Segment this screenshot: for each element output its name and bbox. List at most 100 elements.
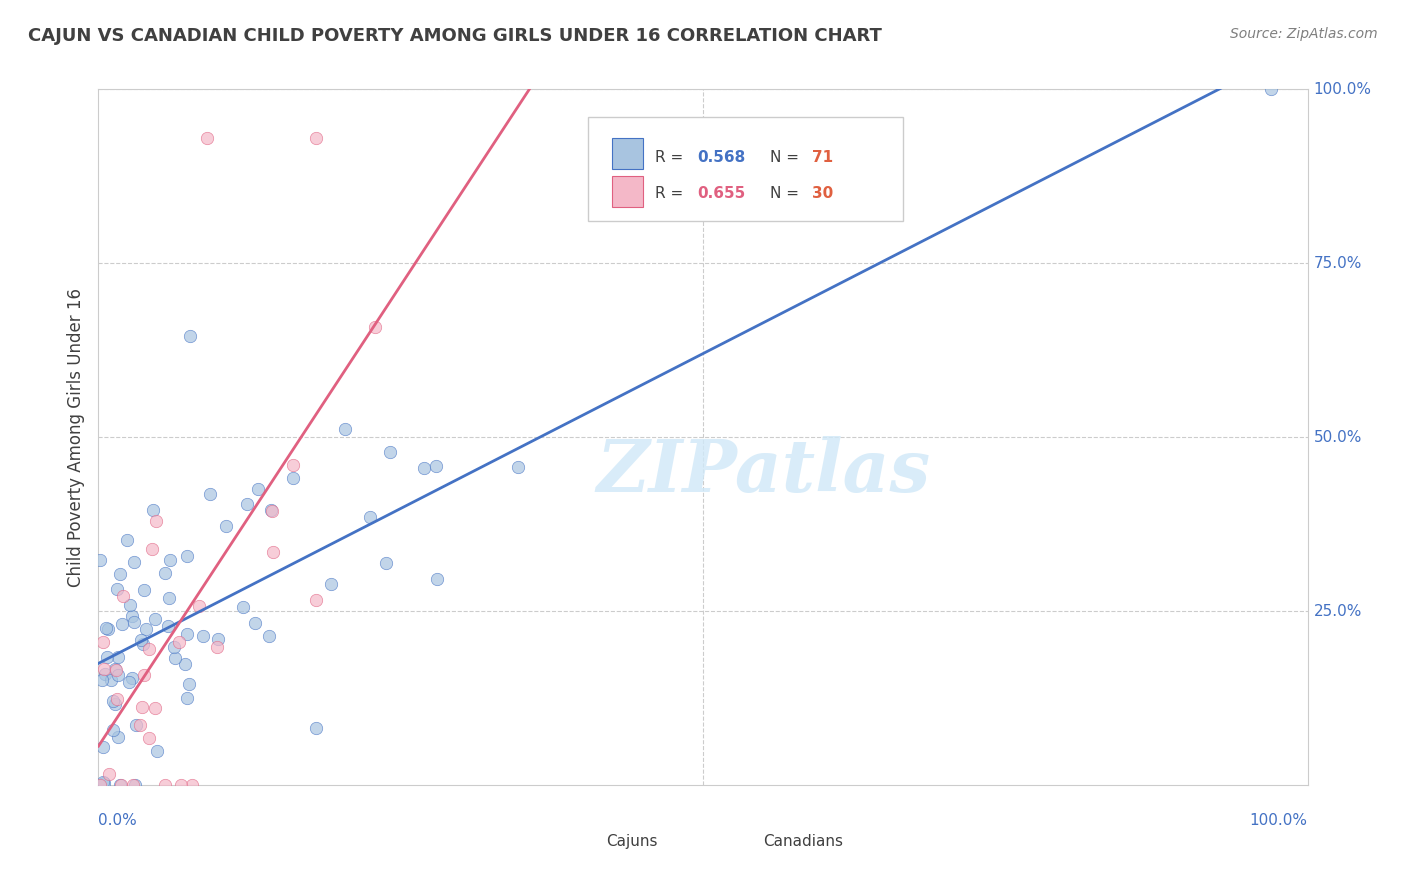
Text: 0.0%: 0.0% xyxy=(98,813,138,828)
Point xyxy=(180,778,202,792)
Text: N =: N = xyxy=(769,186,803,201)
Point xyxy=(118,674,141,689)
Point xyxy=(121,609,143,624)
Point xyxy=(333,422,356,436)
Bar xyxy=(613,138,643,169)
Point xyxy=(281,471,304,485)
Point xyxy=(195,131,218,145)
Point xyxy=(122,555,145,569)
Point xyxy=(167,634,190,648)
Point xyxy=(281,458,304,472)
Point xyxy=(1260,82,1282,96)
Point xyxy=(100,673,122,687)
Point xyxy=(91,775,114,789)
Point xyxy=(157,619,180,633)
Text: 100.0%: 100.0% xyxy=(1250,813,1308,828)
Text: N =: N = xyxy=(769,150,803,165)
Point xyxy=(153,778,176,792)
Point xyxy=(132,583,155,598)
FancyBboxPatch shape xyxy=(588,117,903,221)
Point xyxy=(170,778,193,792)
Point xyxy=(426,572,449,586)
Bar xyxy=(564,809,595,837)
Point xyxy=(188,599,211,614)
Point xyxy=(90,673,112,687)
Point xyxy=(107,731,129,745)
Point xyxy=(262,504,284,518)
Point xyxy=(107,692,129,706)
Point xyxy=(91,740,114,755)
Point xyxy=(104,663,127,677)
Text: 71: 71 xyxy=(811,150,832,165)
Point xyxy=(176,549,198,563)
Point xyxy=(101,694,124,708)
Text: R =: R = xyxy=(655,150,688,165)
Point xyxy=(135,622,157,636)
Text: 50.0%: 50.0% xyxy=(1313,430,1362,444)
Point xyxy=(163,650,186,665)
Point xyxy=(176,690,198,705)
Point xyxy=(97,766,120,780)
Point xyxy=(143,612,166,626)
Point xyxy=(129,632,152,647)
Point xyxy=(257,629,280,643)
Text: R =: R = xyxy=(655,186,688,201)
Text: Cajuns: Cajuns xyxy=(606,834,658,848)
Point xyxy=(236,497,259,511)
Point xyxy=(198,487,221,501)
Point xyxy=(124,778,146,792)
Point xyxy=(425,459,447,474)
Point xyxy=(159,553,181,567)
Point xyxy=(262,545,284,559)
Bar xyxy=(721,809,751,837)
Point xyxy=(121,671,143,685)
Point xyxy=(359,509,381,524)
Point xyxy=(107,667,129,681)
Point xyxy=(141,542,163,557)
Point xyxy=(375,556,398,570)
Point xyxy=(97,622,120,636)
Text: Source: ZipAtlas.com: Source: ZipAtlas.com xyxy=(1230,27,1378,41)
Point xyxy=(378,444,401,458)
Point xyxy=(104,663,127,677)
Point xyxy=(364,319,387,334)
Point xyxy=(215,519,238,533)
Point xyxy=(117,533,139,547)
Point xyxy=(105,582,128,597)
Point xyxy=(94,667,117,681)
Point xyxy=(120,598,142,612)
Point xyxy=(112,589,135,603)
Point xyxy=(134,667,156,681)
Text: 75.0%: 75.0% xyxy=(1313,256,1362,270)
Y-axis label: Child Poverty Among Girls Under 16: Child Poverty Among Girls Under 16 xyxy=(66,287,84,587)
Point xyxy=(305,131,328,145)
Point xyxy=(159,591,181,606)
Point xyxy=(110,778,132,792)
Point xyxy=(89,553,111,567)
Point xyxy=(506,460,529,475)
Point xyxy=(305,593,328,607)
Point xyxy=(174,657,197,672)
Bar xyxy=(613,177,643,208)
Point xyxy=(145,514,167,528)
Point xyxy=(108,778,131,792)
Text: 30: 30 xyxy=(811,186,834,201)
Point xyxy=(205,640,228,654)
Point xyxy=(247,483,270,497)
Point xyxy=(179,329,201,343)
Point xyxy=(305,721,328,735)
Point xyxy=(125,718,148,732)
Point xyxy=(107,650,129,665)
Point xyxy=(93,635,115,649)
Point xyxy=(96,650,118,665)
Point xyxy=(193,629,215,643)
Point xyxy=(131,638,153,652)
Text: ZIPatlas: ZIPatlas xyxy=(596,436,931,508)
Point xyxy=(243,615,266,630)
Point xyxy=(94,621,117,635)
Text: 0.655: 0.655 xyxy=(697,186,745,201)
Point xyxy=(260,503,283,517)
Point xyxy=(143,701,166,715)
Point xyxy=(138,642,160,657)
Point xyxy=(146,744,169,758)
